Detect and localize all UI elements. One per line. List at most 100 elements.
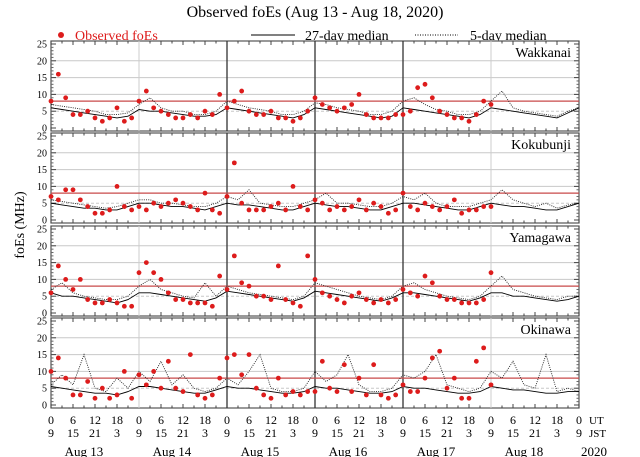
y-tick-label: 15 xyxy=(37,350,47,361)
x-tick-label-jst: 3 xyxy=(554,426,560,440)
x-tick-label-jst: 15 xyxy=(243,426,255,440)
y-tick-label: 5 xyxy=(42,199,47,210)
observed-point xyxy=(363,297,369,302)
observed-point xyxy=(92,115,98,121)
x-tick-label-jst: 3 xyxy=(114,426,120,440)
observed-point xyxy=(180,200,186,206)
observed-point xyxy=(261,207,267,213)
x-tick-label-jst: 21 xyxy=(353,426,365,440)
x-tick-label-jst: 15 xyxy=(507,426,519,440)
observed-point xyxy=(444,112,450,117)
observed-point xyxy=(385,395,391,401)
observed-point xyxy=(114,300,120,306)
observed-point xyxy=(473,358,479,364)
x-tick-label-ut: 6 xyxy=(422,413,428,427)
observed-point xyxy=(107,395,113,401)
observed-point xyxy=(341,207,347,213)
observed-point xyxy=(99,385,105,391)
observed-point xyxy=(268,108,274,114)
observed-point xyxy=(349,102,355,107)
y-tick-label: 0 xyxy=(42,124,47,135)
x-tick-label-jst: 15 xyxy=(419,426,431,440)
observed-point xyxy=(85,379,91,384)
observed-point xyxy=(195,207,201,213)
observed-point xyxy=(165,200,171,206)
x-tick-label-ut: 18 xyxy=(199,413,211,427)
observed-point xyxy=(407,290,413,296)
observed-point xyxy=(48,194,54,199)
observed-point xyxy=(319,102,325,107)
day-label: Aug 16 xyxy=(329,444,368,457)
observed-point xyxy=(143,207,149,213)
observed-point xyxy=(129,115,135,121)
observed-point xyxy=(239,280,245,286)
day-label: Aug 18 xyxy=(505,444,544,457)
observed-point xyxy=(268,395,274,401)
observed-point xyxy=(363,112,369,117)
observed-point xyxy=(488,204,494,209)
observed-point xyxy=(327,105,333,111)
x-tick-label-ut: 0 xyxy=(312,413,318,427)
y-tick-label: 0 xyxy=(42,216,47,227)
legend-median27-label: 27-day median xyxy=(305,29,389,44)
x-tick-label-jst: 9 xyxy=(576,426,582,440)
observed-point xyxy=(63,277,69,282)
y-tick-label: 5 xyxy=(42,292,47,303)
observed-point xyxy=(114,105,120,111)
observed-point xyxy=(48,290,54,296)
median5-line xyxy=(50,353,580,393)
observed-point xyxy=(231,352,237,357)
y-tick-label: 25 xyxy=(37,132,47,143)
observed-point xyxy=(378,204,384,209)
observed-point xyxy=(114,392,120,398)
observed-point xyxy=(429,204,435,209)
observed-point xyxy=(429,280,435,286)
observed-point xyxy=(451,197,457,203)
x-tick-label-ut: 12 xyxy=(177,413,189,427)
y-tick-label: 15 xyxy=(37,73,47,84)
observed-point xyxy=(77,277,83,282)
observed-point xyxy=(341,105,347,111)
observed-point xyxy=(385,210,391,216)
observed-point xyxy=(70,287,76,292)
x-tick-label-ut: 12 xyxy=(529,413,541,427)
observed-point xyxy=(55,355,61,361)
station-label: Okinawa xyxy=(520,323,571,338)
observed-point xyxy=(195,300,201,306)
station-label: Kokubunji xyxy=(511,138,571,153)
observed-point xyxy=(261,112,267,117)
observed-point xyxy=(319,358,325,364)
ut-label: UT xyxy=(589,415,604,427)
legend: Observed foEs 27-day median 5-day median xyxy=(58,29,547,44)
observed-point xyxy=(246,352,252,357)
observed-point xyxy=(136,372,142,378)
observed-point xyxy=(107,297,113,302)
observed-point xyxy=(275,375,281,381)
x-tick-label-ut: 18 xyxy=(463,413,475,427)
y-tick-label: 0 xyxy=(42,309,47,320)
y-tick-label: 20 xyxy=(37,333,47,344)
observed-point xyxy=(385,300,391,306)
observed-point xyxy=(378,392,384,398)
x-tick-label-jst: 21 xyxy=(177,426,189,440)
x-tick-label-jst: 21 xyxy=(265,426,277,440)
observed-point xyxy=(305,253,311,259)
observed-point xyxy=(481,345,487,351)
y-tick-label: 10 xyxy=(37,182,47,193)
observed-point xyxy=(400,190,406,196)
observed-point xyxy=(334,204,340,209)
observed-point xyxy=(349,204,355,209)
observed-point xyxy=(136,204,142,209)
observed-point xyxy=(415,389,421,394)
x-tick-label-jst: 21 xyxy=(441,426,453,440)
observed-point xyxy=(349,293,355,299)
observed-point xyxy=(356,92,362,97)
observed-point xyxy=(202,300,208,306)
observed-point xyxy=(129,207,135,213)
observed-point xyxy=(422,273,428,279)
observed-point xyxy=(85,297,91,302)
observed-point xyxy=(114,184,120,189)
observed-point xyxy=(187,352,193,357)
x-tick-label-jst: 3 xyxy=(290,426,296,440)
